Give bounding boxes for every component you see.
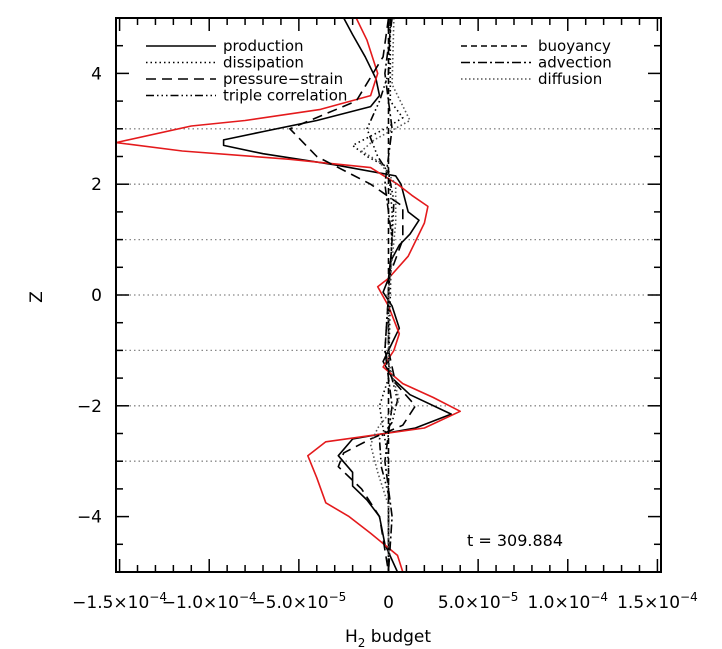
x-tick-label: −5.0×10−5 xyxy=(251,590,346,613)
series-line xyxy=(115,17,461,573)
series-line xyxy=(384,17,393,573)
time-annotation: t = 309.884 xyxy=(467,531,563,550)
legend-label: triple correlation xyxy=(223,87,347,105)
legend-label: buoyancy xyxy=(538,37,611,55)
x-tick-label: −1.5×10−4 xyxy=(72,590,167,613)
x-tick-label: 0 xyxy=(383,593,394,613)
legend-label: dissipation xyxy=(223,54,304,72)
legend: productiondissipationpressure−straintrip… xyxy=(146,37,612,105)
y-tick-label: 0 xyxy=(91,286,102,306)
series-line xyxy=(366,17,399,572)
x-tick-label: 1.0×10−4 xyxy=(527,590,608,613)
series-line xyxy=(351,18,404,572)
x-axis-label-rest: budget xyxy=(365,627,431,647)
x-axis-label-main: H xyxy=(345,627,358,647)
axis-ticks xyxy=(116,17,661,573)
y-tick-label: −2 xyxy=(77,397,102,417)
legend-label: diffusion xyxy=(538,70,602,88)
y-tick-label: −4 xyxy=(77,508,102,528)
legend-label: pressure−strain xyxy=(223,70,343,88)
y-tick-label: 4 xyxy=(91,64,102,84)
x-axis-label: H2 budget xyxy=(345,627,431,649)
tick-labels: −4 −2 0 2 4 −1.5×10−4−1.0×10−4−5.0×10−5 0 5.0×1… xyxy=(72,64,698,613)
x-tick-label: −1.0×10−4 xyxy=(162,590,257,613)
x-tick-label: 5.0×10−5 xyxy=(438,590,519,613)
series-layer xyxy=(115,17,461,573)
x-tick-label: 1.5×10−4 xyxy=(617,590,698,613)
y-tick-label: 2 xyxy=(91,175,102,195)
x-axis-label-sub: 2 xyxy=(358,636,366,649)
legend-label: advection xyxy=(538,54,612,72)
y-axis-label: Z xyxy=(27,291,47,303)
series-line xyxy=(289,17,417,573)
reference-lines xyxy=(116,128,661,462)
legend-label: production xyxy=(223,37,304,55)
